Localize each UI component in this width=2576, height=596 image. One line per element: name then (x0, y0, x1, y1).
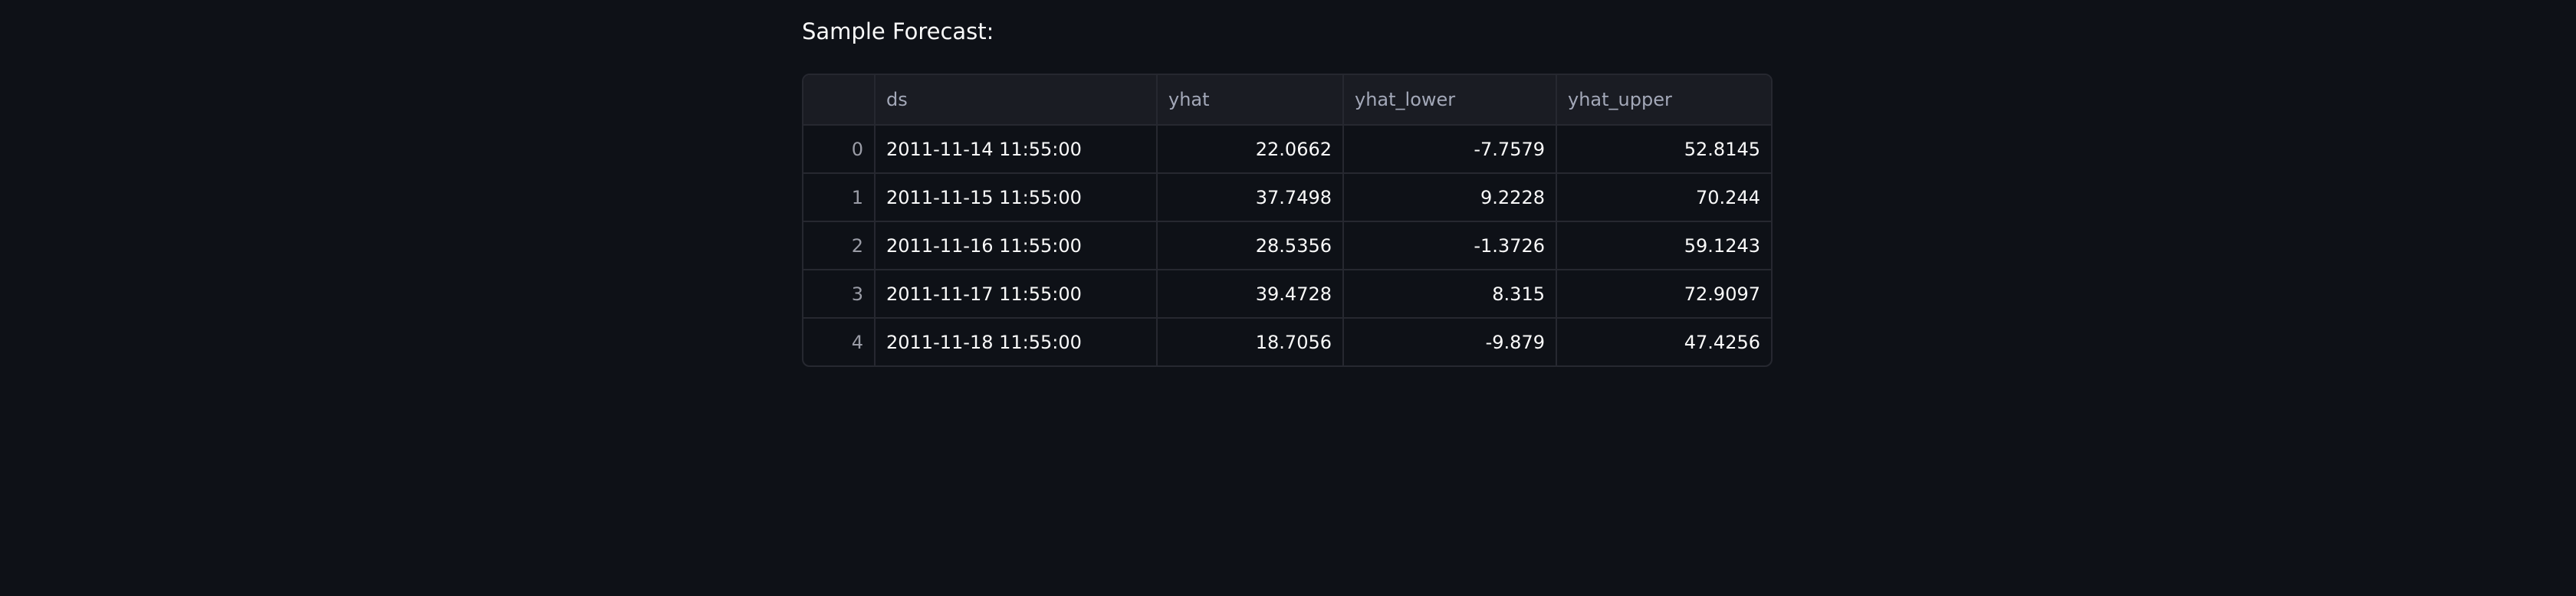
table-cell: 2011-11-15 11:55:00 (874, 174, 1156, 221)
table-cell: 18.7056 (1156, 319, 1342, 365)
table-cell: 2011-11-14 11:55:00 (874, 126, 1156, 172)
column-header[interactable]: yhat_upper (1556, 75, 1771, 124)
index-header (803, 75, 874, 124)
row-index: 1 (851, 186, 863, 208)
table-cell: 72.9097 (1556, 270, 1771, 317)
table-cell: 2011-11-17 11:55:00 (874, 270, 1156, 317)
table-cell: 2011-11-16 11:55:00 (874, 222, 1156, 269)
table-cell: 37.7498 (1156, 174, 1342, 221)
table-cell: 39.4728 (1156, 270, 1342, 317)
table-cell: 2011-11-18 11:55:00 (874, 319, 1156, 365)
row-index: 3 (851, 283, 863, 305)
table-row: 1 2011-11-15 11:55:00 37.7498 9.2228 70.244 (803, 172, 1771, 221)
table-cell: 22.0662 (1156, 126, 1342, 172)
table-cell: -7.7579 (1342, 126, 1556, 172)
table-cell: 70.244 (1556, 174, 1771, 221)
table-row: 0 2011-11-14 11:55:00 22.0662 -7.7579 52.814… (803, 124, 1771, 172)
table-cell: -1.3726 (1342, 222, 1556, 269)
column-header[interactable]: yhat_lower (1342, 75, 1556, 124)
column-header[interactable]: ds (874, 75, 1156, 124)
table-row: 2 2011-11-16 11:55:00 28.5356 -1.3726 59.124… (803, 221, 1771, 269)
table-cell: 59.1243 (1556, 222, 1771, 269)
table-cell: 8.315 (1342, 270, 1556, 317)
column-header[interactable]: yhat (1156, 75, 1342, 124)
row-index: 4 (851, 331, 863, 353)
table-cell: 47.4256 (1556, 319, 1771, 365)
row-index: 0 (851, 138, 863, 160)
dataframe: ds yhat yhat_lower yhat_upper 0 2011-11-14 1… (802, 74, 1773, 367)
table-cell: 9.2228 (1342, 174, 1556, 221)
section-title: Sample Forecast: (802, 18, 994, 44)
table-row: 4 2011-11-18 11:55:00 18.7056 -9.879 47.4256 (803, 317, 1771, 365)
header-row: ds yhat yhat_lower yhat_upper (803, 75, 1771, 124)
table-cell: -9.879 (1342, 319, 1556, 365)
table-cell: 52.8145 (1556, 126, 1771, 172)
table-cell: 28.5356 (1156, 222, 1342, 269)
row-index: 2 (851, 234, 863, 257)
table-row: 3 2011-11-17 11:55:00 39.4728 8.315 72.9097 (803, 269, 1771, 317)
